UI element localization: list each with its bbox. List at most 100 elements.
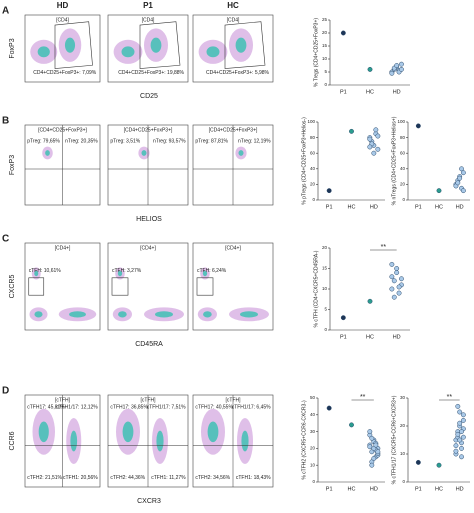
y-axis-label: FoxP3 [9, 38, 16, 58]
density-inner [34, 311, 43, 318]
dot [459, 454, 464, 460]
dot [455, 431, 461, 437]
dot [340, 315, 346, 321]
dot [340, 30, 346, 36]
gate [224, 21, 266, 69]
x-tick-label: P1 [415, 204, 422, 210]
x-tick-label: HD [370, 204, 378, 210]
dot [391, 294, 397, 300]
gate-label: cTFH1: 11,27% [151, 475, 186, 481]
y-tick-label: 10 [310, 462, 316, 467]
gate-label: cTFH1: 20,56% [63, 475, 98, 481]
density-inner [122, 421, 134, 443]
plot-header: [CD4+] [55, 245, 71, 251]
x-tick-label: HC [348, 486, 356, 492]
dot [460, 412, 466, 418]
y-tick-label: 60 [310, 150, 316, 155]
column-header: HD [57, 1, 69, 10]
dot [373, 442, 379, 448]
panel-label: A [2, 6, 9, 17]
y-tick-label: 20 [322, 245, 328, 250]
y-axis-label: % Tregs (CD4+CD25+FoxP3+) [313, 18, 319, 87]
dot [349, 422, 354, 428]
gate-label: cTFH1/17: 7,51% [147, 404, 186, 410]
x-tick-label: P1 [340, 89, 347, 95]
y-axis-label: FoxP3 [9, 155, 16, 175]
dot [399, 61, 404, 67]
density-inner [64, 37, 76, 53]
plot-header: [CD4+CD25+FoxP3+] [209, 127, 258, 133]
gate-label: cTFH1/17: 6,45% [232, 404, 271, 410]
density-inner [156, 430, 164, 452]
dot [394, 270, 400, 276]
y-tick-label: 80 [310, 135, 316, 140]
dot [367, 144, 373, 150]
dot [457, 420, 463, 426]
y-tick-label: 20 [400, 182, 406, 187]
gate [54, 21, 93, 69]
dot [453, 448, 459, 454]
gate-label: cTFH: 3,27% [112, 268, 142, 274]
y-axis-label: % cTFH1/17 (CXCR5+CCR6+CXCR3+) [391, 395, 397, 484]
x-tick-label: HC [366, 89, 374, 95]
y-axis-label: % cTFH (CD4+CXCR5+CD45RA-) [313, 250, 319, 327]
gate-label: pTreg: 87,81% [195, 138, 228, 144]
density-inner [45, 150, 50, 156]
x-tick-label: HD [393, 334, 401, 340]
x-axis-label: HELIOS [136, 216, 162, 223]
gate-label: cTFH2: 34,56% [195, 475, 230, 481]
dot [367, 66, 373, 72]
dot [373, 127, 379, 133]
dot [460, 417, 466, 423]
density-inner [206, 46, 220, 58]
y-tick-label: 10 [400, 451, 406, 456]
dot [371, 456, 377, 461]
x-tick-label: HD [456, 204, 464, 210]
gate-label: CD4+CD25+FoxP3+: 19,88% [118, 70, 184, 76]
dot [367, 429, 373, 435]
dot [459, 445, 464, 451]
y-tick-label: 5 [324, 307, 327, 312]
dot [399, 66, 404, 72]
dot [367, 444, 373, 450]
dot [455, 180, 461, 186]
y-tick-label: 100 [397, 119, 405, 124]
x-tick-label: HD [456, 486, 464, 492]
dot [396, 290, 402, 296]
dot [375, 449, 381, 455]
y-axis-label: % nTregs (CD4+CD25+FoxP3+Helios+) [391, 116, 397, 205]
y-tick-label: 40 [310, 166, 316, 171]
y-tick-label: 30 [310, 429, 316, 434]
density-inner [121, 46, 135, 58]
density-inner [69, 311, 86, 318]
x-tick-label: P1 [326, 204, 333, 210]
dot [389, 274, 395, 280]
dot [459, 166, 464, 172]
dot [369, 435, 375, 441]
density-inner [235, 37, 247, 53]
x-tick-label: HC [435, 204, 443, 210]
y-tick-label: 0 [312, 197, 315, 202]
dot [457, 409, 463, 415]
dot [326, 405, 332, 411]
dot [371, 150, 377, 156]
dot [394, 266, 400, 271]
dot [460, 434, 466, 440]
density-inner [118, 311, 127, 318]
dot [415, 459, 421, 465]
y-tick-label: 60 [400, 150, 406, 155]
y-axis-label: % pTregs (CD4+CD25+FoxP3+Helios-) [301, 117, 307, 205]
dot [326, 188, 332, 194]
x-axis-label: CD25 [140, 93, 158, 100]
x-tick-label: HD [370, 486, 378, 492]
dot [436, 462, 442, 468]
dot [367, 298, 373, 304]
y-tick-label: 20 [310, 182, 316, 187]
dot [415, 123, 421, 129]
dot [455, 403, 461, 409]
gate [111, 277, 129, 296]
dot [459, 429, 464, 435]
x-tick-label: HC [435, 486, 443, 492]
dot [391, 278, 397, 284]
density-inner [240, 311, 258, 318]
